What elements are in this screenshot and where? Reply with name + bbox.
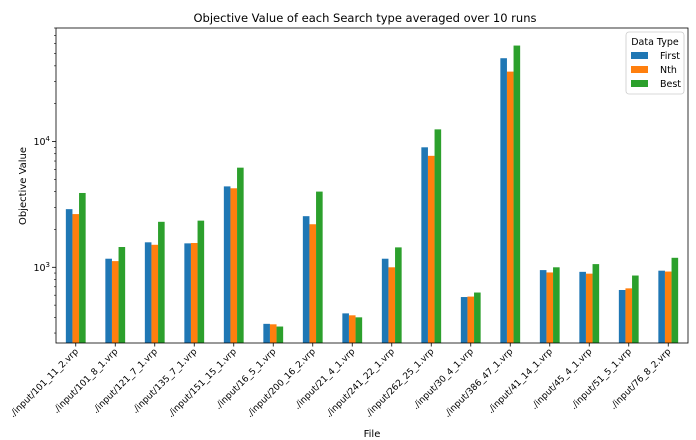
bar-best-12 (553, 267, 560, 343)
bar-first-1 (105, 258, 112, 343)
bar-first-10 (460, 297, 468, 343)
x-tick-label: ./input/101_8_1.vrp (52, 347, 121, 416)
bar-nth-15 (664, 271, 672, 343)
bar-best-10 (474, 292, 481, 343)
bar-nth-10 (467, 296, 475, 343)
bar-first-9 (421, 147, 428, 343)
x-tick-label: ./input/151_15_1.vrp (166, 347, 239, 420)
bar-first-11 (500, 58, 507, 343)
bar-nth-14 (625, 288, 633, 343)
bar-first-14 (618, 289, 626, 343)
y-axis-label: Objective Value (18, 147, 29, 225)
bar-first-7 (342, 313, 349, 343)
y-tick-label: 103 (33, 261, 50, 274)
x-tick-label: ./input/200_16_2.vrp (245, 347, 318, 420)
bar-best-7 (355, 317, 363, 343)
bar-nth-4 (230, 188, 238, 343)
bar-best-0 (79, 192, 86, 343)
y-tick-label: 104 (33, 135, 50, 148)
bar-nth-2 (151, 244, 159, 343)
x-tick-label: ./input/41_14_1.vrp (486, 347, 555, 416)
legend-label-best: Best (660, 79, 681, 90)
bar-first-4 (223, 186, 231, 343)
bar-nth-3 (190, 243, 198, 343)
bar-best-6 (316, 191, 323, 343)
bar-best-8 (395, 247, 402, 343)
bar-best-9 (434, 129, 442, 343)
legend-label-first: First (660, 51, 680, 62)
legend: Data Type First Nth Best (625, 31, 685, 95)
x-tick-label: ./input/262_25_1.vrp (364, 347, 437, 420)
bar-best-3 (197, 220, 205, 343)
x-tick-label: ./input/241_22_1.vrp (324, 347, 397, 420)
bar-nth-12 (546, 272, 554, 343)
bar-first-2 (144, 242, 152, 343)
bar-best-15 (671, 257, 679, 343)
bar-nth-7 (348, 315, 356, 343)
bar-nth-8 (388, 267, 396, 343)
bar-nth-1 (111, 261, 119, 343)
x-axis-ticks: ./input/101_11_2.vrp./input/101_8_1.vrp.… (8, 343, 674, 420)
legend-title: Data Type (631, 37, 679, 48)
bar-first-8 (381, 258, 389, 343)
bar-first-15 (658, 270, 665, 343)
bar-best-13 (592, 264, 600, 343)
chart-title: Objective Value of each Search type aver… (194, 11, 537, 25)
legend-swatch-nth (631, 66, 648, 73)
bar-nth-13 (585, 273, 593, 343)
x-tick-label: ./input/135_7_1.vrp (131, 347, 200, 416)
bar-first-5 (263, 323, 270, 343)
bar-first-3 (184, 243, 191, 343)
bar-best-1 (118, 247, 126, 343)
bar-best-14 (632, 275, 639, 343)
bar-nth-0 (72, 214, 80, 343)
x-tick-label: ./input/386_47_1.vrp (443, 347, 516, 420)
bar-best-4 (237, 167, 244, 343)
x-axis-label: File (364, 429, 381, 440)
y-axis-ticks: 103 104 (33, 135, 56, 274)
bar-best-5 (276, 326, 284, 343)
legend-items: First Nth Best (631, 51, 681, 90)
legend-label-nth: Nth (660, 65, 677, 76)
bar-nth-6 (309, 224, 317, 343)
bar-first-12 (539, 270, 547, 343)
bars-layer (65, 45, 679, 344)
bar-best-2 (158, 221, 165, 343)
bar-nth-5 (269, 324, 277, 343)
x-tick-label: ./input/101_11_2.vrp (8, 347, 81, 420)
bar-first-13 (579, 271, 586, 343)
bar-nth-9 (427, 155, 435, 343)
legend-swatch-best (631, 80, 648, 87)
bar-nth-11 (506, 71, 514, 344)
bar-first-0 (65, 209, 73, 343)
bar-best-11 (513, 45, 521, 344)
plot-frame (55, 27, 689, 344)
bar-first-6 (302, 216, 310, 343)
legend-swatch-first (631, 52, 648, 59)
legend-box (625, 31, 685, 95)
x-tick-label: ./input/121_7_1.vrp (91, 347, 160, 416)
